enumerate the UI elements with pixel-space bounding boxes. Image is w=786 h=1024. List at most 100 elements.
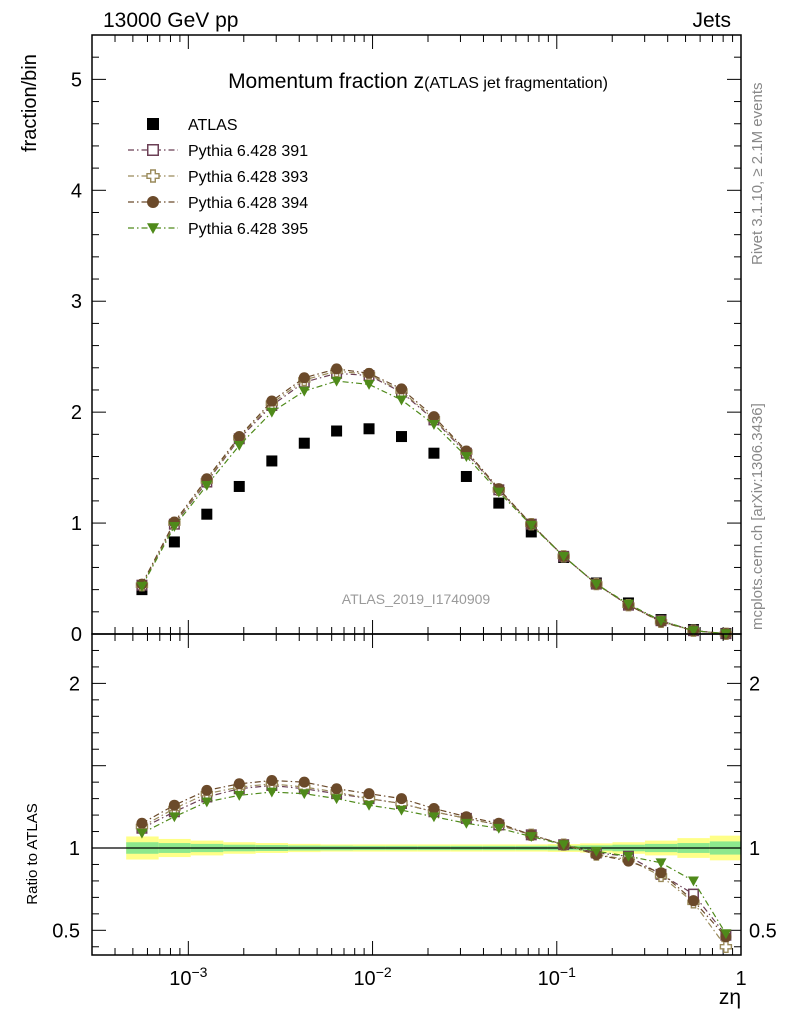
main-y-tick-label: 1 <box>71 513 82 535</box>
main-y-tick-label: 4 <box>71 180 82 202</box>
legend-label: Pythia 6.428 394 <box>188 195 308 212</box>
analysis-watermark: ATLAS_2019_I1740909 <box>342 591 491 607</box>
main-y-axis-label: fraction/bin <box>19 54 41 152</box>
chart-title-suffix: (ATLAS jet fragmentation) <box>424 75 608 92</box>
legend-marker <box>147 223 159 234</box>
legend-marker <box>146 169 160 183</box>
data-point <box>266 455 278 467</box>
legend-item: Pythia 6.428 395 <box>128 221 308 238</box>
data-point <box>493 487 505 498</box>
main-plot-area: 0 1 2 3 4 5 fraction/bin Momentum fraction z(… <box>19 34 742 646</box>
ratio-data-point <box>719 940 733 953</box>
ratio-data-point <box>655 858 667 869</box>
data-point <box>331 376 343 387</box>
ratio-data-point <box>168 799 180 811</box>
data-point <box>558 551 570 562</box>
main-y-tick-label: 0 <box>71 624 82 646</box>
x-axis-label: zη <box>719 986 741 1009</box>
ratio-data-point <box>396 793 408 805</box>
category-label: Jets <box>692 9 731 32</box>
data-point <box>525 526 537 538</box>
data-point <box>428 419 440 430</box>
data-point <box>590 579 602 590</box>
x-tick-label: 10−1 <box>538 964 576 990</box>
data-point <box>168 536 180 548</box>
ratio-data-point <box>396 805 408 816</box>
legend-marker <box>147 144 159 156</box>
data-point <box>201 508 213 520</box>
data-point <box>363 367 375 379</box>
data-point <box>525 520 537 531</box>
data-point <box>460 452 472 463</box>
ratio-y-tick-label-left: 1 <box>69 838 80 860</box>
data-point <box>233 480 245 492</box>
ratio-data-point <box>201 784 213 796</box>
x-tick-label: 1 <box>735 968 746 990</box>
ratio-series-pythia-6-428-395 <box>136 787 732 940</box>
data-point <box>363 380 375 390</box>
legend-item: Pythia 6.428 391 <box>128 143 308 160</box>
ratio-y-tick-label-right: 0.5 <box>749 920 777 942</box>
energy-label: 13000 GeV pp <box>103 9 238 32</box>
data-point <box>460 470 472 482</box>
ratio-data-point <box>298 789 310 800</box>
ratio-data-point <box>590 846 602 857</box>
legend-label: ATLAS <box>188 117 238 134</box>
data-point <box>622 599 634 610</box>
ratio-data-point <box>168 812 180 823</box>
side-label-mcplots: mcplots.cern.ch [arXiv:1306.3436] <box>749 403 766 630</box>
data-point <box>298 386 310 397</box>
chart-title-main: Momentum fraction z <box>228 70 424 93</box>
data-point <box>298 372 310 384</box>
ratio-data-point <box>233 778 245 790</box>
x-tick-label: 10−3 <box>169 964 207 990</box>
ratio-data-point <box>525 832 537 842</box>
data-point <box>428 411 440 423</box>
ratio-y-tick-label-left: 2 <box>69 673 80 695</box>
ratio-data-point <box>363 788 375 800</box>
data-point <box>493 497 505 509</box>
legend-marker <box>147 196 159 208</box>
ratio-plot-frame <box>91 633 742 956</box>
ratio-data-point <box>331 783 343 795</box>
data-point <box>266 395 278 407</box>
chart-title: Momentum fraction z(ATLAS jet fragmentat… <box>228 70 608 93</box>
ratio-data-point <box>687 876 699 887</box>
main-y-tick-label: 3 <box>71 291 82 313</box>
legend-label: Pythia 6.428 393 <box>188 169 308 186</box>
ratio-data-point <box>266 775 278 787</box>
data-point <box>396 383 408 395</box>
data-point <box>331 363 343 375</box>
data-point <box>136 581 148 592</box>
ratio-data-point <box>136 817 148 829</box>
data-point <box>396 395 408 406</box>
ratio-data-point <box>428 802 440 814</box>
data-point <box>331 425 343 437</box>
data-point <box>428 447 440 459</box>
ratio-data-point <box>655 867 667 879</box>
legend-item: Pythia 6.428 394 <box>128 195 308 212</box>
data-point <box>687 626 699 637</box>
data-point <box>655 616 667 627</box>
legend: ATLAS Pythia 6.428 391 Pythia 6.428 393 Pyt… <box>128 117 308 238</box>
legend-label: Pythia 6.428 395 <box>188 221 308 238</box>
ratio-data-point <box>687 895 699 907</box>
data-point <box>298 437 310 449</box>
ratio-data-point <box>136 828 148 839</box>
ratio-data-point <box>266 787 278 798</box>
side-label-rivet: Rivet 3.1.10, ≥ 2.1M events <box>749 83 766 266</box>
data-point <box>168 522 180 532</box>
data-point <box>233 441 245 451</box>
ratio-y-tick-label-right: 2 <box>749 673 760 695</box>
legend-item: ATLAS <box>147 117 238 134</box>
data-point <box>363 423 375 435</box>
series-pythia-6-428-395 <box>136 376 732 640</box>
ratio-data-point <box>558 840 570 851</box>
data-point <box>201 480 213 491</box>
ratio-y-tick-label-left: 0.5 <box>52 920 80 942</box>
ratio-y-axis-label: Ratio to ATLAS <box>24 803 41 904</box>
ratio-y-tick-label-right: 1 <box>749 838 760 860</box>
ratio-data-point <box>622 851 634 862</box>
ratio-data-point <box>493 823 505 834</box>
legend-item: Pythia 6.428 393 <box>128 169 308 186</box>
